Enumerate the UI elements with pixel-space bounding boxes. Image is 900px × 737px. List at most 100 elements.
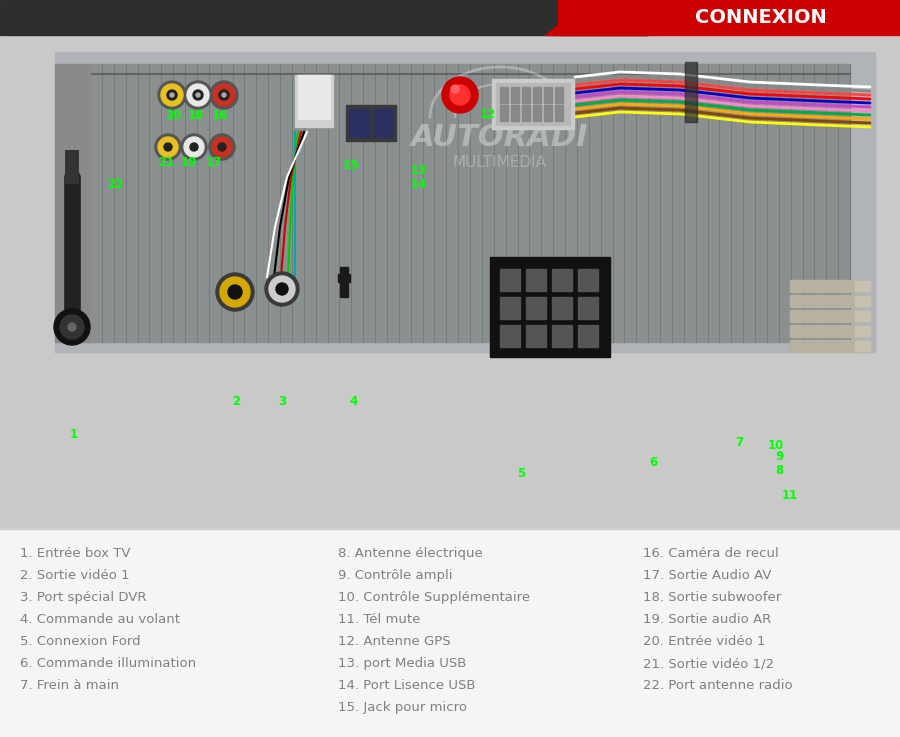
Bar	[533, 87, 541, 103]
Circle shape	[228, 285, 242, 299]
Text: 9. Contrôle ampli: 9. Contrôle ampli	[338, 569, 453, 582]
Bar	[511, 105, 519, 121]
Text: 21. Sortie vidéo 1/2: 21. Sortie vidéo 1/2	[643, 657, 774, 670]
Text: 6: 6	[649, 456, 658, 469]
Text: 21: 21	[158, 156, 175, 169]
Bar	[552, 297, 572, 319]
Text: 16. Caméra de recul: 16. Caméra de recul	[643, 547, 778, 560]
Text: 1. Entrée box TV: 1. Entrée box TV	[20, 547, 130, 560]
Bar	[0, 0, 648, 35]
Text: 10. Contrôle Supplémentaire: 10. Contrôle Supplémentaire	[338, 591, 530, 604]
Text: 15. Jack pour micro: 15. Jack pour micro	[338, 701, 467, 714]
Circle shape	[170, 93, 174, 97]
Bar	[555, 105, 563, 121]
Polygon shape	[544, 0, 648, 35]
Circle shape	[450, 85, 470, 105]
Bar	[338, 274, 350, 282]
Bar	[511, 87, 519, 103]
Text: 16: 16	[212, 109, 228, 122]
Text: 22: 22	[107, 178, 123, 191]
Bar	[790, 295, 860, 307]
Text: 4. Commande au volant: 4. Commande au volant	[20, 613, 180, 626]
Text: 13. port Media USB: 13. port Media USB	[338, 657, 466, 670]
Text: 13: 13	[410, 164, 427, 178]
Bar	[490, 257, 610, 357]
Circle shape	[442, 77, 478, 113]
Text: 15: 15	[343, 159, 359, 172]
Bar	[500, 87, 508, 103]
Text: 2. Sortie vidéo 1: 2. Sortie vidéo 1	[20, 569, 130, 582]
Circle shape	[158, 81, 186, 109]
Text: 11. Tél mute: 11. Tél mute	[338, 613, 420, 626]
Bar	[855, 296, 870, 306]
Bar	[552, 325, 572, 347]
Bar	[544, 105, 552, 121]
Bar	[558, 0, 900, 35]
Text: 3: 3	[278, 395, 287, 408]
Text: 12. Antenne GPS: 12. Antenne GPS	[338, 635, 451, 648]
Bar	[526, 325, 546, 347]
Circle shape	[216, 273, 254, 311]
Text: 7. Frein à main: 7. Frein à main	[20, 680, 119, 692]
Bar	[790, 280, 860, 292]
Bar	[346, 105, 396, 141]
Bar	[855, 326, 870, 336]
Text: 11: 11	[782, 489, 798, 502]
Circle shape	[155, 134, 181, 160]
Text: 10: 10	[768, 439, 784, 452]
Bar	[492, 79, 574, 129]
Text: AUTORADI: AUTORADI	[411, 122, 589, 152]
Text: 2: 2	[231, 395, 240, 408]
Bar	[0, 529, 900, 737]
Circle shape	[184, 81, 212, 109]
Text: 14. Port Lisence USB: 14. Port Lisence USB	[338, 680, 475, 692]
Circle shape	[190, 143, 198, 151]
Circle shape	[451, 85, 459, 93]
Bar	[500, 105, 508, 121]
Bar	[544, 87, 552, 103]
Circle shape	[54, 309, 90, 345]
Bar	[500, 269, 520, 291]
Bar	[790, 310, 860, 322]
Bar	[373, 109, 393, 137]
Circle shape	[209, 134, 235, 160]
Bar	[578, 325, 598, 347]
Circle shape	[161, 84, 183, 106]
Bar	[552, 269, 572, 291]
Text: 8. Antenne électrique: 8. Antenne électrique	[338, 547, 482, 560]
Bar	[349, 109, 369, 137]
Bar	[685, 62, 697, 122]
Text: 6. Commande illumination: 6. Commande illumination	[20, 657, 196, 670]
Circle shape	[68, 323, 76, 331]
Bar	[522, 87, 530, 103]
Circle shape	[187, 84, 209, 106]
Bar	[90, 64, 850, 342]
Bar	[340, 267, 348, 297]
Text: 12: 12	[480, 108, 496, 121]
Circle shape	[212, 137, 232, 157]
Text: CONNEXION: CONNEXION	[695, 8, 826, 27]
Text: 17. Sortie Audio AV: 17. Sortie Audio AV	[643, 569, 771, 582]
Circle shape	[167, 90, 177, 100]
Text: 8: 8	[775, 464, 784, 477]
Bar	[578, 269, 598, 291]
Circle shape	[193, 90, 203, 100]
Text: 7: 7	[735, 436, 744, 449]
Circle shape	[220, 277, 250, 307]
Circle shape	[218, 143, 226, 151]
Text: 22. Port antenne radio: 22. Port antenne radio	[643, 680, 793, 692]
Bar	[555, 87, 563, 103]
Text: 14: 14	[410, 178, 427, 191]
Bar	[578, 297, 598, 319]
Circle shape	[265, 272, 299, 306]
Bar	[533, 105, 541, 121]
Circle shape	[269, 276, 295, 302]
Circle shape	[210, 81, 238, 109]
Text: 9: 9	[775, 450, 784, 464]
Bar	[55, 52, 875, 352]
Circle shape	[181, 134, 207, 160]
Text: 5. Connexion Ford: 5. Connexion Ford	[20, 635, 140, 648]
Text: 17: 17	[206, 156, 222, 169]
Text: 3. Port spécial DVR: 3. Port spécial DVR	[20, 591, 147, 604]
Bar	[526, 269, 546, 291]
